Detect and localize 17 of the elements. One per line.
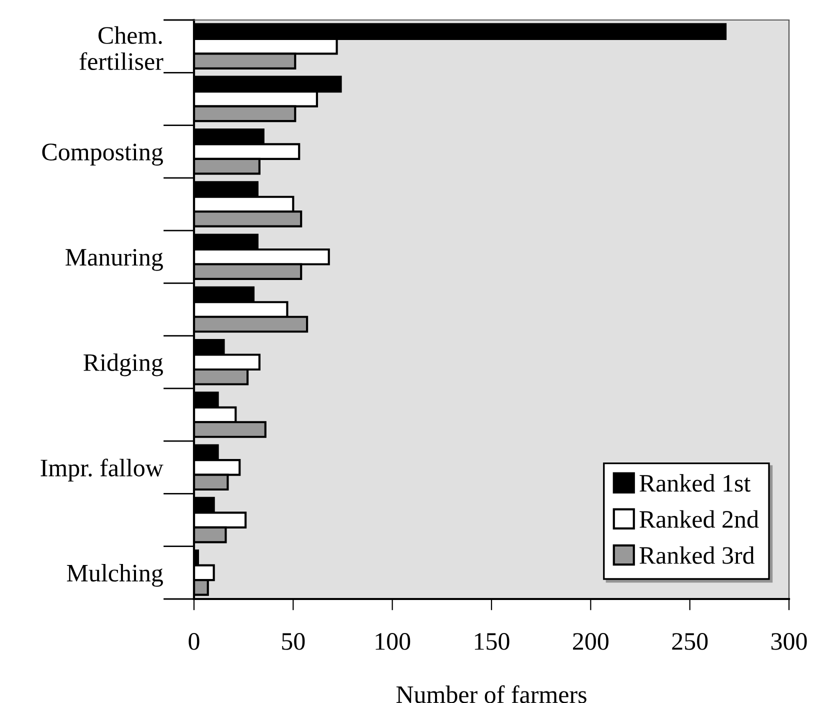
- legend-label: Ranked 3rd: [640, 546, 755, 564]
- y-tick-label: Manuring: [66, 248, 163, 271]
- x-axis-title: Number of farmers: [396, 685, 586, 703]
- y-tick-label: Impr. fallow: [40, 458, 164, 482]
- x-tick-label: 200: [573, 633, 608, 650]
- y-tick-label: Ridging: [84, 353, 163, 376]
- x-tick-label: 300: [771, 633, 807, 650]
- y-tick-label: Composting: [42, 144, 163, 166]
- x-tick-label: 250: [672, 633, 708, 650]
- x-tick-label: 50: [282, 633, 305, 650]
- legend-label: Ranked 2nd: [640, 510, 759, 528]
- y-tick-label: Chem. fertiliser: [80, 26, 164, 70]
- x-tick-label: 100: [376, 633, 410, 650]
- y-tick-label: Mulching: [66, 564, 163, 587]
- x-tick-label: 150: [474, 633, 510, 650]
- legend-label: Ranked 1st: [640, 474, 751, 492]
- x-tick-label: 0: [188, 633, 200, 650]
